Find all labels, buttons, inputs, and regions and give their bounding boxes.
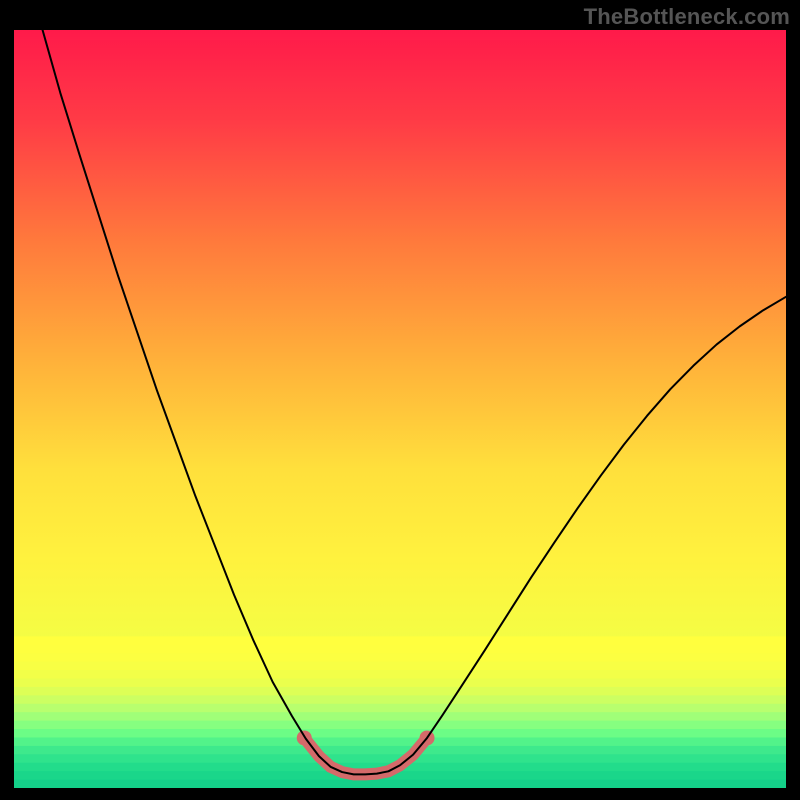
watermark-text: TheBottleneck.com bbox=[584, 4, 790, 30]
bottleneck-curve-layer bbox=[14, 30, 786, 788]
valley-endpoints bbox=[297, 730, 435, 745]
chart-frame: TheBottleneck.com bbox=[0, 0, 800, 800]
valley-highlight bbox=[304, 738, 427, 774]
bottleneck-curve bbox=[43, 30, 786, 774]
